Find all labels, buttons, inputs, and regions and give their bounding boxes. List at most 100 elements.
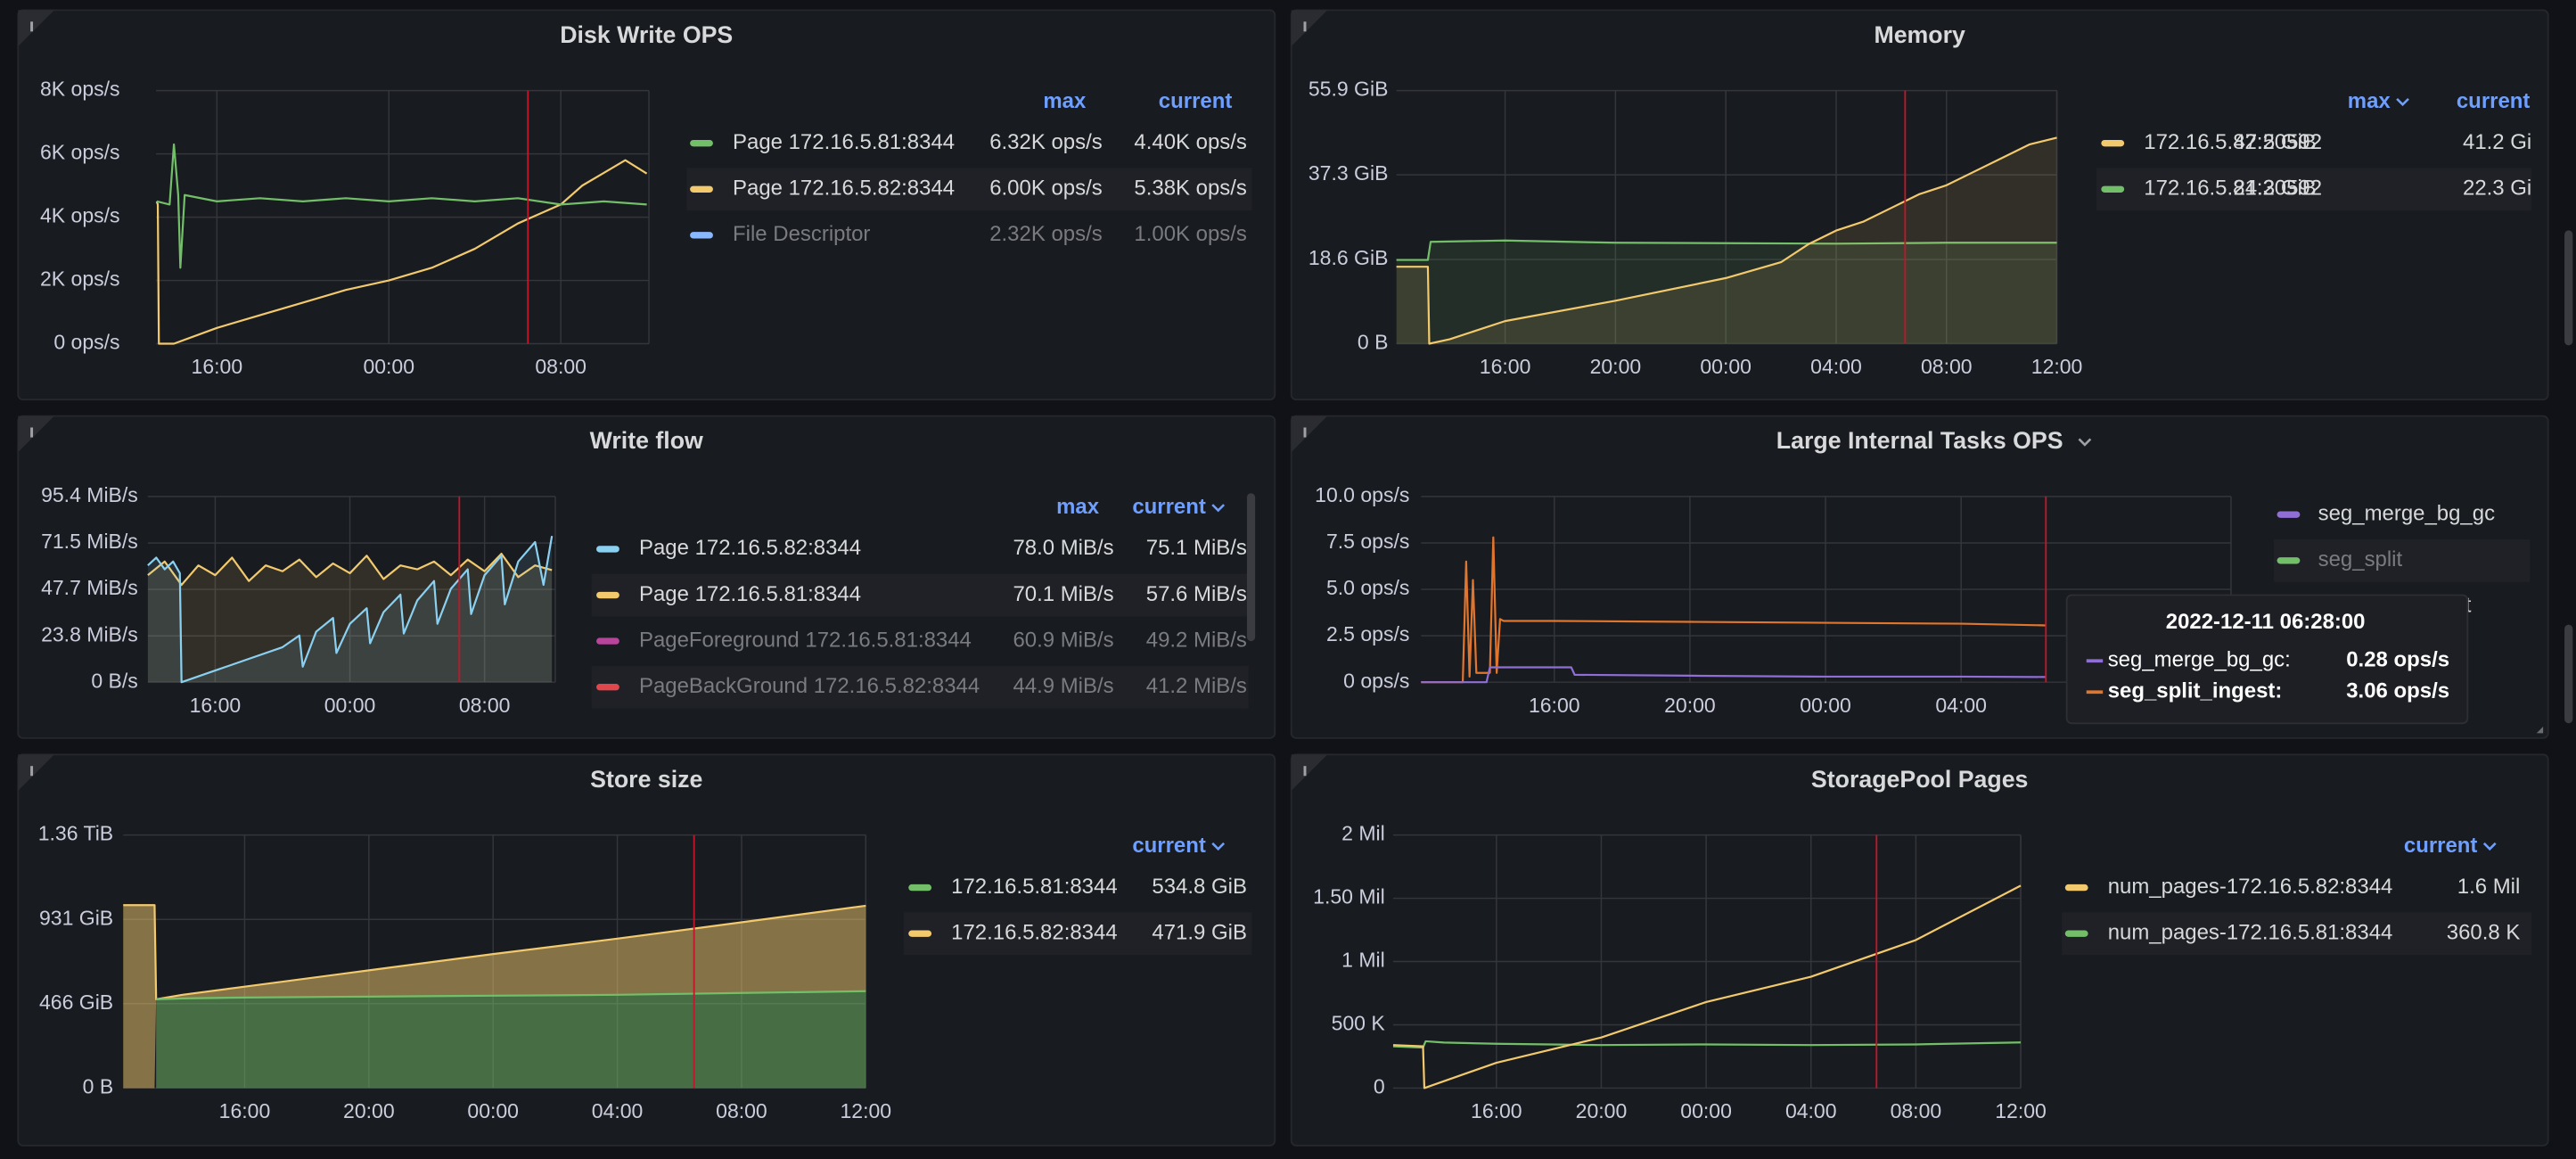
panel-title: Large Internal Tasks OPS bbox=[1776, 427, 2063, 454]
series-line bbox=[156, 990, 866, 1000]
page-scrollbar bbox=[2564, 624, 2573, 724]
area bbox=[147, 554, 553, 683]
legend-swatch bbox=[2277, 557, 2301, 564]
x-tick-label: 16:00 bbox=[219, 1099, 271, 1122]
legend-value: 534.8 GiB bbox=[1152, 875, 1247, 899]
legend-name[interactable]: PageBackGround 172.16.5.82:8344 bbox=[639, 674, 980, 698]
x-tick-label: 08:00 bbox=[459, 694, 511, 717]
y-tick-label: 23.8 MiB/s bbox=[41, 622, 138, 645]
y-tick-label: 0 ops/s bbox=[53, 331, 119, 354]
info-icon bbox=[1303, 427, 1307, 438]
x-tick-label: 20:00 bbox=[1664, 694, 1716, 717]
x-tick-label: 12:00 bbox=[2031, 355, 2083, 378]
chevron-icon bbox=[2078, 438, 2092, 447]
legend-swatch bbox=[908, 930, 932, 937]
legend-value: 44.9 MiB/s bbox=[1013, 674, 1113, 698]
legend-row-bg bbox=[686, 168, 1252, 211]
y-tick-label: 500 K bbox=[1332, 1012, 1386, 1035]
x-tick-label: 04:00 bbox=[592, 1099, 644, 1122]
y-tick-label: 0 B bbox=[1358, 331, 1389, 354]
x-tick-label: 00:00 bbox=[1680, 1099, 1732, 1122]
legend-name[interactable]: File Descriptor bbox=[733, 222, 870, 246]
y-tick-label: 931 GiB bbox=[39, 906, 113, 929]
x-tick-label: 16:00 bbox=[1480, 355, 1531, 378]
y-tick-label: 0 bbox=[1374, 1075, 1385, 1098]
y-tick-label: 8K ops/s bbox=[40, 78, 120, 101]
legend-name[interactable]: 172.16.5.82:20592 bbox=[2144, 130, 2322, 154]
tooltip-value: 3.06 ops/s bbox=[2346, 679, 2449, 703]
panel-title: Disk Write OPS bbox=[560, 21, 733, 48]
legend-name[interactable]: PageForeground 172.16.5.81:8344 bbox=[639, 628, 972, 652]
panel-frame bbox=[1290, 753, 2549, 1147]
legend-swatch bbox=[2064, 930, 2088, 937]
y-tick-label: 4K ops/s bbox=[40, 204, 120, 227]
legend-name[interactable]: 172.16.5.81:8344 bbox=[951, 875, 1117, 899]
info-corner bbox=[18, 754, 54, 791]
area bbox=[147, 536, 553, 683]
x-tick-label: 00:00 bbox=[1800, 694, 1851, 717]
panel: Large Internal Tasks OPS 0 ops/s 2.5 ops/s… bbox=[1290, 415, 2549, 739]
series-line bbox=[1392, 1040, 2022, 1049]
legend-swatch bbox=[2101, 139, 2125, 147]
legend-value: 47.5 GiB bbox=[2234, 130, 2317, 154]
legend-header: max bbox=[2348, 89, 2391, 113]
series-line bbox=[147, 536, 554, 684]
panel: Write flow 0 B/s 23.8 MiB/s 47.7 MiB/s 71.5 … bbox=[17, 415, 1276, 739]
legend-value: 49.2 MiB/s bbox=[1146, 628, 1247, 652]
panel-title: Write flow bbox=[590, 427, 703, 454]
series-line bbox=[147, 552, 553, 587]
legend-value: 360.8 K bbox=[2447, 921, 2521, 945]
area bbox=[1396, 137, 2057, 344]
y-tick-label: 1 Mil bbox=[1341, 949, 1385, 972]
legend-value: 471.9 GiB bbox=[1152, 921, 1247, 945]
legend-name[interactable]: seg_split bbox=[2318, 547, 2403, 571]
legend-row-bg bbox=[2062, 912, 2532, 956]
legend-header: current bbox=[1159, 89, 1233, 113]
legend-value: 60.9 MiB/s bbox=[1013, 628, 1113, 652]
info-corner bbox=[18, 415, 54, 453]
legend-header: max bbox=[1043, 89, 1087, 113]
series-line bbox=[1392, 884, 2022, 1089]
legend-row-bg bbox=[2273, 538, 2531, 582]
series-line bbox=[156, 143, 647, 269]
y-tick-label: 18.6 GiB bbox=[1309, 246, 1389, 269]
legend-name[interactable]: Page 172.16.5.81:8344 bbox=[733, 130, 955, 154]
y-tick-label: 2 Mil bbox=[1341, 822, 1385, 845]
legend-swatch bbox=[596, 637, 619, 645]
legend-value: 70.1 MiB/s bbox=[1013, 582, 1113, 606]
legend-name[interactable]: 172.16.5.82:8344 bbox=[951, 921, 1117, 945]
legend-swatch bbox=[2064, 884, 2088, 892]
legend-swatch bbox=[2277, 511, 2301, 518]
legend-value: 75.1 MiB/s bbox=[1146, 536, 1247, 560]
legend-name[interactable]: Page 172.16.5.82:8344 bbox=[639, 536, 861, 560]
legend-name[interactable]: num_pages-172.16.5.81:8344 bbox=[2108, 921, 2393, 945]
tooltip-box bbox=[2065, 594, 2469, 725]
legend-value: 22.3 Gi bbox=[2463, 177, 2531, 201]
y-tick-label: 47.7 MiB/s bbox=[41, 576, 138, 599]
panel: Memory 0 B 18.6 GiB 37.3 GiB 55.9 GiB 16:00 20… bbox=[1290, 9, 2549, 401]
info-icon bbox=[30, 427, 34, 438]
y-tick-label: 2K ops/s bbox=[40, 267, 120, 291]
panel: Store size 0 B 466 GiB 931 GiB 1.36 TiB 16:00… bbox=[17, 753, 1276, 1147]
legend-name[interactable]: Page 172.16.5.81:8344 bbox=[639, 582, 861, 606]
legend-value: 2.32K ops/s bbox=[989, 222, 1103, 246]
chevron-icon bbox=[2396, 97, 2409, 107]
legend-name[interactable]: seg_merge_bg_gc bbox=[2318, 502, 2495, 526]
legend-name[interactable]: 172.16.5.81:20592 bbox=[2144, 177, 2322, 201]
y-tick-label: 5.0 ops/s bbox=[1326, 576, 1409, 599]
x-tick-label: 16:00 bbox=[190, 694, 242, 717]
series-line bbox=[1396, 239, 2057, 261]
x-tick-label: 00:00 bbox=[1700, 355, 1752, 378]
tooltip-value: 0.28 ops/s bbox=[2346, 648, 2449, 672]
legend-name[interactable]: num_pages-172.16.5.82:8344 bbox=[2108, 875, 2393, 899]
legend-name[interactable]: Page 172.16.5.82:8344 bbox=[733, 177, 955, 201]
series-line bbox=[123, 904, 866, 1000]
info-icon bbox=[30, 766, 34, 777]
chevron-icon bbox=[1211, 842, 1226, 851]
legend-value: 6.00K ops/s bbox=[989, 177, 1103, 201]
x-tick-label: 08:00 bbox=[1921, 355, 1973, 378]
x-tick-label: 04:00 bbox=[1810, 355, 1862, 378]
series-line bbox=[1421, 536, 2047, 684]
x-tick-label: 12:00 bbox=[1995, 1099, 2047, 1122]
